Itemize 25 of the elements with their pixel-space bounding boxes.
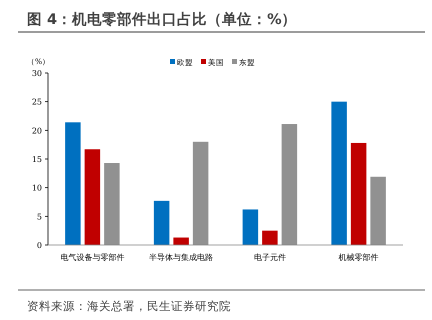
y-tick-label: 5	[36, 212, 42, 222]
bar	[262, 230, 278, 245]
x-tick-label: 机械零部件	[338, 253, 379, 262]
text: 资料来源：海关总署，民生证券研究院	[27, 299, 231, 313]
bar	[154, 200, 170, 245]
bar	[104, 163, 120, 245]
y-tick-label: 20	[32, 126, 42, 136]
bar	[350, 142, 366, 245]
bar	[370, 176, 386, 245]
bar	[173, 238, 189, 245]
x-tick-label: 半导体与集成电路	[149, 253, 214, 262]
y-tick-label: 0	[36, 241, 42, 250]
x-tick-label: 电气设备与零部件	[60, 253, 124, 262]
chart-title: 图 4：机电零部件出口占比（单位：%）	[27, 10, 297, 28]
bar	[331, 102, 347, 245]
x-tick-label: 电子元件	[254, 253, 286, 262]
y-tick-label: 15	[32, 155, 42, 164]
bar	[242, 209, 258, 245]
bar	[282, 124, 298, 245]
bar	[192, 142, 208, 245]
y-tick-label: 30	[32, 69, 42, 78]
bar	[84, 149, 100, 245]
bar	[65, 122, 81, 245]
y-tick-label: 10	[32, 184, 42, 193]
y-tick-label: 25	[32, 98, 42, 107]
